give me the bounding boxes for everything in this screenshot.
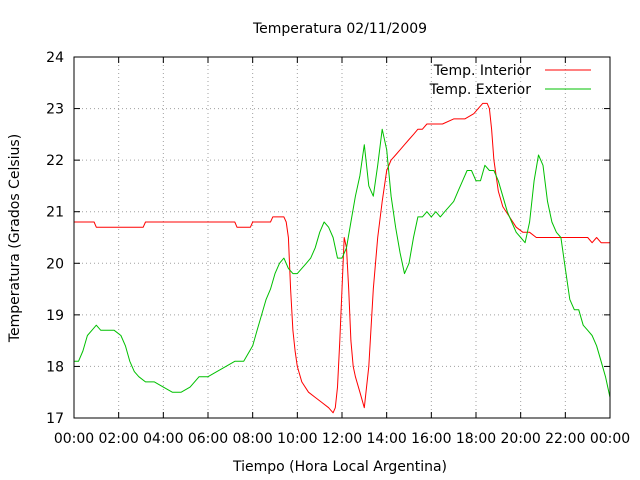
y-tick-label: 24 — [46, 50, 64, 66]
x-tick-label: 02:00 — [98, 431, 138, 447]
x-tick-label: 20:00 — [500, 431, 540, 447]
x-tick-label: 06:00 — [188, 431, 228, 447]
y-tick-label: 20 — [46, 256, 64, 272]
x-tick-label: 00:00 — [54, 431, 94, 447]
series-layer — [74, 102, 611, 414]
x-tick-label: 10:00 — [277, 431, 317, 447]
x-tick-label: 00:00 — [590, 431, 630, 447]
chart-title: Temperatura 02/11/2009 — [252, 21, 427, 37]
x-axis-label: Tiempo (Hora Local Argentina) — [232, 459, 447, 475]
x-tick-label: 08:00 — [232, 431, 272, 447]
series-line-exterior — [74, 128, 611, 398]
y-tick-label: 19 — [46, 308, 64, 324]
y-tick-label: 22 — [46, 153, 64, 169]
x-tick-label: 16:00 — [411, 431, 451, 447]
x-tick-label: 04:00 — [143, 431, 183, 447]
x-tick-label: 14:00 — [366, 431, 406, 447]
x-tick-label: 18:00 — [456, 431, 496, 447]
y-tick-label: 23 — [46, 102, 64, 118]
series-line-interior — [74, 102, 610, 414]
y-tick-label: 17 — [46, 411, 64, 427]
legend-label: Temp. Exterior — [429, 82, 532, 98]
legend: Temp. Interior Temp. Exterior — [429, 63, 591, 98]
y-axis-label: Temperatura (Grados Celsius) — [7, 134, 23, 343]
x-tick-label: 22:00 — [545, 431, 585, 447]
x-tick-label: 12:00 — [322, 431, 362, 447]
y-tick-label: 18 — [46, 359, 64, 375]
axis-ticks: 00:00 02:00 04:00 06:00 08:00 10:00 12:00 14:00… — [46, 50, 630, 447]
y-tick-label: 21 — [46, 205, 64, 221]
legend-label: Temp. Interior — [433, 63, 532, 79]
grid — [74, 57, 610, 418]
